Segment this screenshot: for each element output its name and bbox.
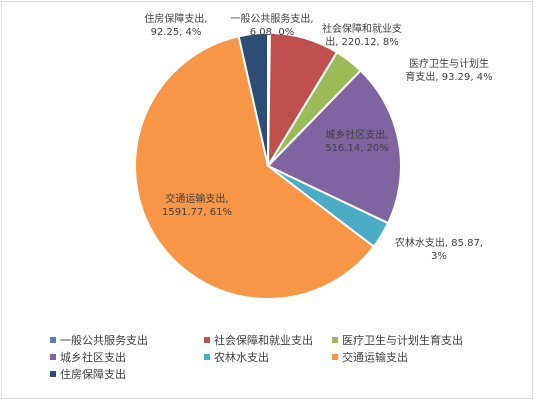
data-label-4: 农林水支出, 85.87, (395, 236, 483, 249)
pie-slice-3 (266, 69, 402, 225)
legend-swatch-3 (50, 354, 56, 360)
legend-entry-1: 社会保障和就业支出 (214, 333, 313, 347)
legend-entry-6: 住房保障支出 (60, 367, 126, 381)
data-label-5: 交通运输支出, (165, 192, 228, 205)
data-label-1: 出, 220.12, 8% (325, 35, 399, 48)
legend-entry-4: 农林水支出 (214, 350, 269, 364)
data-label-3: 516.14, 20% (325, 143, 389, 154)
legend-swatch-2 (332, 337, 338, 343)
data-label-1: 社会保障和就业支 (322, 22, 402, 35)
legend-entry-3: 城乡社区支出 (60, 350, 126, 364)
data-label-5: 1591.77, 61% (162, 207, 232, 218)
legend-swatch-4 (204, 354, 210, 360)
pie-slice-6 (237, 31, 269, 167)
data-label-3: 城乡社区支出, (325, 128, 388, 141)
legend-entry-2: 医疗卫生与计划生育支出 (342, 333, 463, 347)
data-label-6: 92.25, 4% (151, 27, 202, 38)
data-label-2: 育支出, 93.29, 4% (405, 70, 492, 83)
legend-entry-5: 交通运输支出 (342, 350, 408, 364)
legend-swatch-0 (50, 337, 56, 343)
data-label-6: 住房保障支出, (144, 12, 207, 25)
legend-swatch-6 (50, 371, 56, 377)
data-label-4: 3% (431, 251, 447, 262)
legend-entry-0: 一般公共服务支出 (60, 333, 148, 347)
data-label-0: 一般公共服务支出, (230, 12, 313, 25)
legend-swatch-1 (204, 337, 210, 343)
data-label-2: 医疗卫生与计划生 (409, 57, 489, 70)
pie-slice-5 (134, 35, 376, 301)
legend-swatch-5 (332, 354, 338, 360)
data-label-0: 6.08, 0% (250, 27, 295, 38)
